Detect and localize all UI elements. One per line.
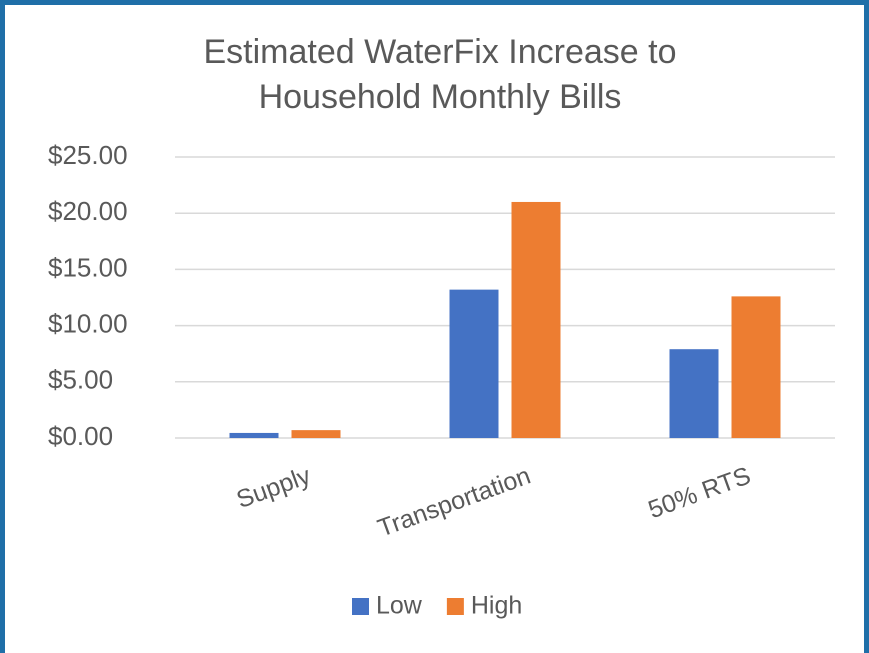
y-tick-label: $5.00 bbox=[48, 365, 113, 395]
legend-label: High bbox=[471, 592, 522, 620]
legend-label: Low bbox=[376, 592, 423, 620]
y-tick-label: $10.00 bbox=[48, 308, 128, 338]
bar bbox=[669, 349, 719, 438]
y-tick-label: $25.00 bbox=[48, 140, 128, 170]
y-tick-label: $20.00 bbox=[48, 196, 128, 226]
x-tick-label: 50% RTS bbox=[645, 462, 755, 525]
x-tick-label: Supply bbox=[233, 461, 315, 514]
x-tick-label: Transportation bbox=[374, 462, 534, 543]
legend-swatch bbox=[352, 598, 369, 615]
legend-swatch bbox=[446, 598, 464, 615]
y-tick-label: $15.00 bbox=[48, 252, 128, 282]
chart-title: Estimated WaterFix Increase to Household… bbox=[203, 33, 677, 116]
bar bbox=[511, 201, 561, 438]
bar bbox=[229, 432, 279, 438]
bar bbox=[291, 430, 341, 438]
bar bbox=[449, 289, 499, 438]
bar bbox=[731, 296, 781, 438]
y-tick-label: $0.00 bbox=[48, 421, 113, 451]
